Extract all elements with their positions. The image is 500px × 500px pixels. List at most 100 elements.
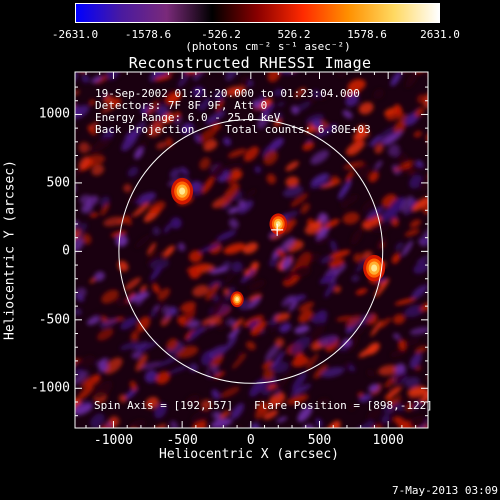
texture-blob bbox=[75, 124, 79, 134]
texture-blob bbox=[127, 166, 139, 177]
texture-blob bbox=[62, 422, 70, 430]
texture-blob bbox=[227, 318, 237, 327]
texture-blob bbox=[147, 372, 157, 383]
texture-blob bbox=[409, 219, 421, 228]
texture-blob bbox=[333, 264, 347, 277]
texture-blob bbox=[123, 215, 132, 226]
texture-blob bbox=[155, 105, 169, 117]
texture-blob bbox=[166, 338, 178, 351]
texture-blob bbox=[227, 206, 240, 214]
texture-blob bbox=[378, 364, 399, 376]
texture-blob bbox=[250, 422, 260, 428]
texture-blob bbox=[139, 361, 163, 370]
texture-blob bbox=[324, 420, 341, 428]
texture-blob bbox=[357, 420, 375, 428]
texture-blob bbox=[194, 133, 201, 144]
texture-blob bbox=[396, 153, 405, 163]
texture-blob bbox=[226, 334, 238, 350]
texture-blob bbox=[226, 175, 237, 186]
texture-blob bbox=[155, 89, 174, 104]
texture-blob bbox=[392, 314, 406, 325]
texture-blob bbox=[416, 256, 428, 264]
texture-blob bbox=[223, 162, 244, 172]
texture-blob bbox=[271, 351, 285, 369]
texture-blob bbox=[129, 419, 146, 428]
texture-blob bbox=[202, 322, 212, 331]
texture-blob bbox=[75, 238, 84, 252]
texture-blob bbox=[169, 168, 181, 179]
texture-blob bbox=[343, 161, 365, 170]
texture-blob bbox=[282, 185, 304, 198]
texture-blob bbox=[181, 122, 192, 133]
texture-blob bbox=[134, 234, 151, 249]
texture-blob bbox=[62, 407, 73, 421]
texture-blob bbox=[91, 164, 105, 176]
texture-blob bbox=[288, 300, 298, 312]
texture-blob bbox=[368, 171, 379, 183]
texture-blob bbox=[388, 144, 400, 157]
texture-blob bbox=[281, 295, 295, 307]
texture-blob bbox=[162, 245, 175, 258]
texture-blob bbox=[201, 176, 215, 194]
texture-blob bbox=[290, 336, 310, 355]
texture-blob bbox=[238, 201, 246, 209]
texture-blob bbox=[81, 202, 93, 214]
texture-blob bbox=[227, 148, 247, 158]
texture-blob bbox=[244, 269, 251, 276]
texture-blob bbox=[222, 202, 231, 210]
texture-blob bbox=[317, 212, 329, 224]
texture-blob bbox=[232, 318, 244, 330]
texture-blob bbox=[81, 74, 90, 83]
texture-blob bbox=[205, 110, 226, 125]
texture-blob bbox=[243, 146, 259, 162]
texture-blob bbox=[351, 275, 360, 282]
texture-blob bbox=[298, 301, 315, 312]
texture-blob bbox=[400, 195, 414, 213]
texture-blob bbox=[166, 137, 173, 148]
texture-blob bbox=[401, 240, 413, 257]
spin-axis-label: Spin Axis = [192,157] bbox=[94, 399, 234, 412]
texture-blob bbox=[257, 113, 269, 129]
texture-blob bbox=[355, 288, 368, 295]
texture-blob bbox=[129, 380, 138, 392]
texture-blob bbox=[262, 360, 273, 370]
texture-blob bbox=[177, 72, 191, 88]
texture-blob bbox=[124, 277, 142, 291]
texture-blob bbox=[349, 403, 356, 411]
texture-blob bbox=[323, 219, 340, 229]
texture-blob bbox=[368, 383, 379, 393]
texture-blob bbox=[110, 230, 127, 238]
texture-blob bbox=[353, 131, 370, 140]
x-tick-label: 1000 bbox=[372, 433, 404, 448]
texture-blob bbox=[376, 235, 387, 251]
colorbar bbox=[75, 3, 440, 23]
y-tick-label: 1000 bbox=[38, 106, 70, 122]
texture-blob bbox=[75, 90, 80, 96]
texture-blob bbox=[266, 173, 277, 185]
texture-blob bbox=[75, 170, 83, 179]
colorbar-tick-label: 2631.0 bbox=[420, 28, 460, 41]
texture-blob bbox=[391, 217, 399, 227]
texture-blob bbox=[290, 193, 309, 208]
texture-blob bbox=[242, 315, 264, 327]
texture-blob bbox=[115, 297, 126, 307]
texture-blob bbox=[250, 320, 267, 336]
texture-blob bbox=[212, 411, 223, 421]
texture-blob bbox=[390, 349, 407, 357]
texture-blob bbox=[386, 396, 396, 406]
hot-source bbox=[235, 297, 239, 302]
texture-blob bbox=[399, 65, 410, 72]
texture-blob bbox=[145, 396, 159, 409]
texture-blob bbox=[217, 320, 227, 331]
texture-blob bbox=[404, 338, 420, 347]
texture-blob bbox=[184, 72, 203, 75]
texture-blob bbox=[345, 93, 359, 107]
texture-blob bbox=[392, 160, 415, 172]
texture-blob bbox=[357, 163, 370, 180]
texture-blob bbox=[346, 335, 359, 352]
texture-blob bbox=[75, 308, 82, 316]
texture-blob bbox=[152, 283, 161, 294]
texture-blob bbox=[298, 309, 314, 323]
texture-blob bbox=[85, 380, 93, 388]
texture-blob bbox=[367, 407, 382, 421]
